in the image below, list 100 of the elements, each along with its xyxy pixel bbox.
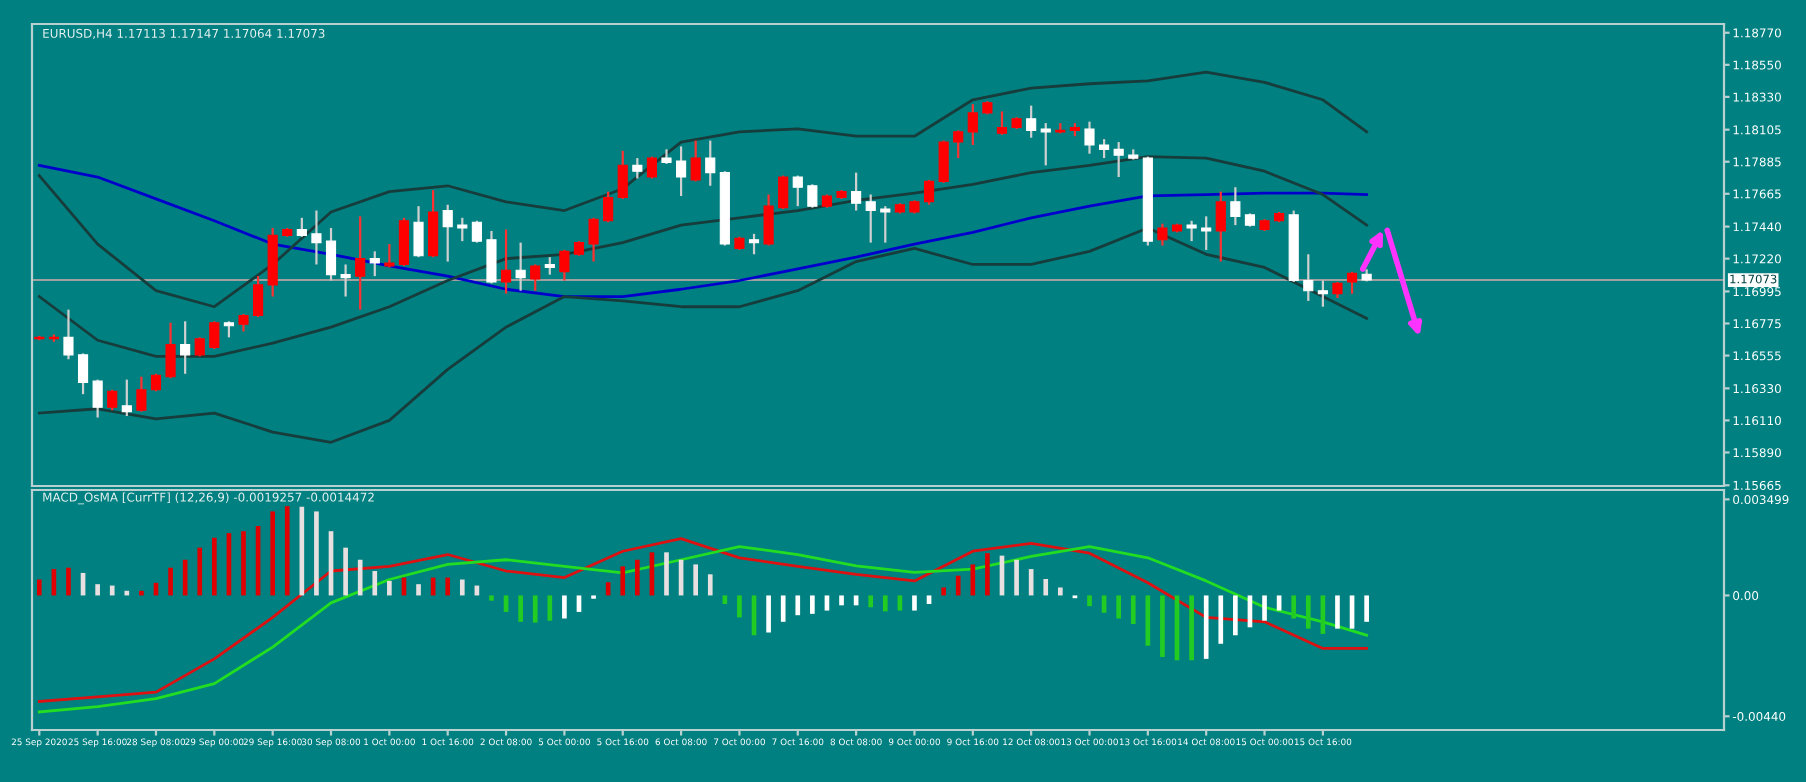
bar <box>1262 595 1267 621</box>
bar <box>357 559 363 596</box>
line-series <box>37 155 1369 358</box>
bar <box>897 595 903 611</box>
candlestick <box>1099 138 1110 160</box>
bar <box>518 595 523 622</box>
candlestick <box>1201 215 1212 252</box>
bar <box>168 567 173 596</box>
candlestick <box>807 183 818 209</box>
candlestick <box>194 336 205 358</box>
candlestick <box>1186 219 1197 243</box>
bar <box>795 595 801 616</box>
candlestick <box>398 216 410 268</box>
bar <box>532 595 538 623</box>
bar <box>1087 595 1092 607</box>
bar <box>387 580 392 596</box>
candlestick <box>1303 253 1314 303</box>
bar <box>459 579 465 596</box>
bar <box>1364 595 1369 622</box>
candlestick <box>1317 279 1328 308</box>
bar <box>1130 595 1136 624</box>
bar <box>824 595 830 611</box>
candlestick <box>471 219 482 244</box>
line-series <box>37 163 1369 298</box>
bar <box>139 590 144 596</box>
bar <box>416 584 421 596</box>
candlestick <box>705 139 716 187</box>
bar <box>693 564 699 596</box>
bar <box>737 595 742 618</box>
bar <box>1305 595 1311 629</box>
bar <box>343 547 348 596</box>
candlestick <box>77 352 89 396</box>
bar <box>1189 595 1194 661</box>
candlestick <box>778 174 789 211</box>
candlestick <box>1026 104 1037 139</box>
candlestick <box>676 145 687 198</box>
candlestick <box>311 209 322 266</box>
bar <box>562 595 567 619</box>
bar <box>1233 595 1238 636</box>
candlestick <box>1113 140 1124 179</box>
candlestick <box>1230 186 1241 227</box>
candlestick <box>253 275 264 319</box>
candlestick <box>865 193 876 244</box>
bar <box>780 595 786 622</box>
bar <box>970 564 976 596</box>
candlestick <box>967 103 978 147</box>
bar <box>284 506 290 596</box>
candlestick <box>413 205 424 259</box>
line-series <box>37 70 1369 309</box>
candlestick <box>355 215 366 311</box>
bar <box>941 587 946 596</box>
bar <box>489 595 494 601</box>
bar <box>1291 595 1297 619</box>
bar <box>766 595 771 633</box>
candlestick <box>340 263 351 298</box>
bar <box>868 595 874 608</box>
candlestick <box>996 110 1008 136</box>
candlestick <box>500 228 512 295</box>
candlestick <box>457 216 468 243</box>
bar <box>955 575 961 596</box>
bar <box>707 574 713 596</box>
bar <box>547 595 553 621</box>
candlestick <box>369 250 380 278</box>
candlestick <box>428 189 439 259</box>
candlestick <box>92 378 103 419</box>
candlestick <box>603 190 614 224</box>
candlestick <box>296 216 307 238</box>
candlestick <box>559 248 570 282</box>
candlestick <box>851 171 862 212</box>
candlestick <box>792 174 803 208</box>
candlestick <box>325 226 337 282</box>
candlestick <box>938 139 949 184</box>
bar <box>985 553 990 596</box>
bar <box>36 579 42 596</box>
bar <box>839 595 844 606</box>
bar <box>1057 587 1063 596</box>
candlestick <box>107 388 118 412</box>
bar <box>372 571 378 596</box>
line-series <box>37 226 1369 444</box>
candlestick <box>880 205 891 244</box>
bar <box>66 567 71 596</box>
candlestick <box>763 193 774 247</box>
candlestick <box>442 203 453 263</box>
bar <box>1218 595 1224 644</box>
bar <box>1160 595 1165 657</box>
candlestick <box>632 156 643 180</box>
candlestick <box>530 263 541 292</box>
bar <box>124 590 130 596</box>
bar <box>810 595 815 614</box>
bar <box>270 511 276 596</box>
candlestick <box>1215 190 1226 263</box>
candlestick <box>588 216 599 263</box>
bar <box>634 559 640 596</box>
candlestick <box>165 321 176 380</box>
candlestick <box>923 178 935 206</box>
candlestick <box>617 149 628 200</box>
candlestick <box>515 241 526 292</box>
bar <box>1043 578 1049 596</box>
candlestick <box>1040 121 1051 167</box>
bar <box>1335 595 1340 629</box>
